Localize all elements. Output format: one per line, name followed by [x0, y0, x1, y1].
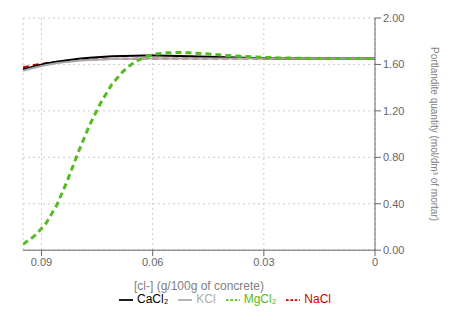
html-text:CaCl₂: CaCl₂: [137, 292, 169, 307]
svg-text:1.60: 1.60: [383, 58, 404, 70]
svg-text:0.80: 0.80: [383, 151, 404, 163]
svg-text:0.03: 0.03: [253, 256, 274, 268]
svg-text:0.09: 0.09: [31, 256, 52, 268]
svg-text:0.00: 0.00: [383, 244, 404, 256]
html-text:MgCl₂: MgCl₂: [243, 292, 277, 307]
svg-text:1.20: 1.20: [383, 105, 404, 117]
svg-text:[cl-] (g/100g of concrete): [cl-] (g/100g of concrete): [134, 279, 264, 293]
svg-text:2.00: 2.00: [383, 12, 404, 24]
html-text:KCl: KCl: [196, 292, 216, 307]
svg-text:0.40: 0.40: [383, 198, 404, 210]
svg-text:0: 0: [372, 256, 378, 268]
svg-text:0.06: 0.06: [142, 256, 163, 268]
svg-text:Portlandite quantity (mol/dm³: Portlandite quantity (mol/dm³ of mortar): [429, 47, 440, 221]
html-text:NaCl: NaCl: [304, 292, 331, 307]
